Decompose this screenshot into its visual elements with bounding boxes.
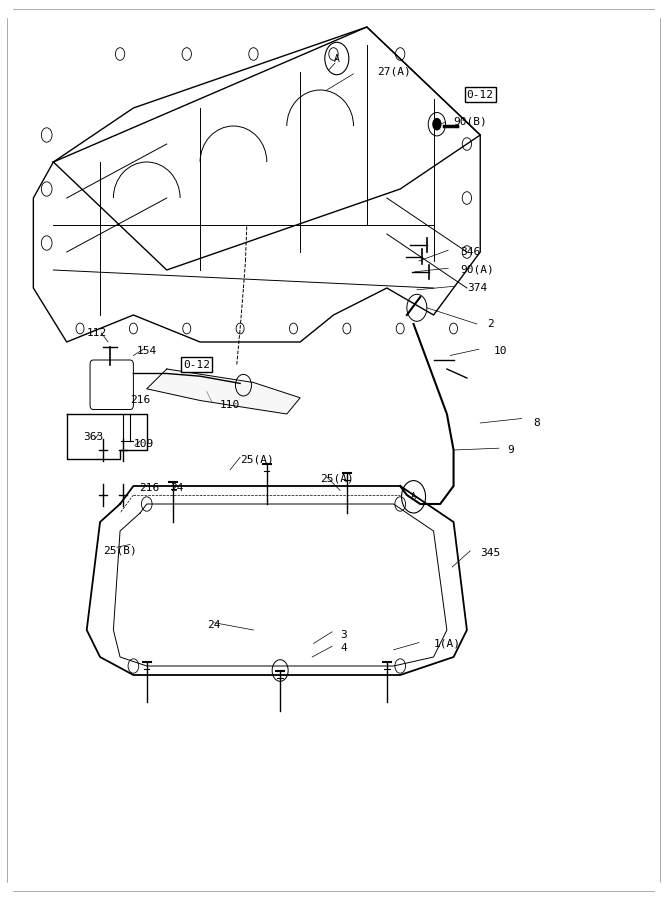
Text: 154: 154 (137, 346, 157, 356)
Text: 112: 112 (87, 328, 107, 338)
Text: 346: 346 (460, 247, 480, 257)
Polygon shape (147, 369, 300, 414)
Text: 25(A): 25(A) (240, 454, 274, 464)
Text: 9: 9 (507, 445, 514, 455)
Text: 8: 8 (534, 418, 540, 428)
Text: 10: 10 (494, 346, 507, 356)
Text: 1(A): 1(A) (434, 638, 460, 649)
Text: 363: 363 (83, 431, 103, 442)
Text: 110: 110 (220, 400, 240, 410)
Text: 24: 24 (207, 620, 220, 631)
Text: 0-12: 0-12 (183, 359, 210, 370)
Text: 216: 216 (139, 482, 159, 493)
Text: 4: 4 (340, 643, 347, 653)
Text: 374: 374 (467, 283, 487, 293)
Text: 90(A): 90(A) (460, 265, 494, 275)
Text: A: A (411, 492, 416, 501)
Text: 27(A): 27(A) (377, 67, 411, 77)
Text: 25(A): 25(A) (320, 473, 354, 484)
Text: 2: 2 (487, 319, 494, 329)
Text: 90(B): 90(B) (454, 116, 488, 127)
Circle shape (432, 118, 442, 130)
Text: 3: 3 (340, 629, 347, 640)
Text: 0-12: 0-12 (467, 89, 494, 100)
FancyBboxPatch shape (90, 360, 133, 410)
Text: 216: 216 (130, 395, 150, 406)
Text: 24: 24 (170, 482, 183, 493)
Text: A: A (334, 53, 340, 64)
Text: 345: 345 (480, 548, 500, 559)
Text: 109: 109 (133, 438, 153, 449)
Text: 25(B): 25(B) (103, 545, 137, 556)
